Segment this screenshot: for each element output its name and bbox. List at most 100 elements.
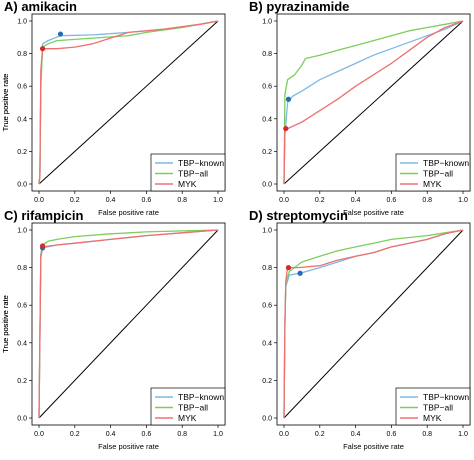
y-tick-label: 0.2 (262, 149, 272, 156)
plot-frame (31, 222, 226, 426)
panel-3: C) rifampicin 0.0 0.2 0.4 0.6 0.8 1.0 0.0 0.2 0.4… (1, 208, 226, 451)
roc-line-myk (38, 229, 219, 419)
x-tick-label: 0.8 (422, 431, 432, 438)
marker-point-myk (283, 125, 289, 132)
legend-box (150, 153, 226, 192)
y-tick-label: 0.6 (17, 84, 27, 91)
y-tick-label: 0.0 (262, 182, 272, 189)
plot-frame (276, 222, 471, 426)
x-tick-label: 0.4 (351, 431, 361, 438)
legend-box (395, 153, 471, 192)
y-tick-label: 0.6 (262, 84, 272, 91)
y-tick-label: 0.2 (17, 378, 27, 385)
x-tick-label: 0.4 (106, 431, 116, 438)
y-tick-label: 0.2 (17, 149, 27, 156)
legend-label: MYK (178, 179, 197, 189)
panel-title: D) streptomycin (249, 208, 348, 223)
y-tick-label: 0.4 (262, 340, 272, 347)
diagonal-reference-line (283, 20, 464, 185)
y-tick-label: 1.0 (17, 228, 27, 235)
x-tick-label: 0.8 (177, 197, 187, 204)
roc-line-myk (283, 229, 464, 419)
y-tick-label: 0.8 (262, 265, 272, 272)
marker-point-myk (39, 243, 46, 249)
legend-box (395, 387, 471, 426)
y-tick-label: 0.8 (262, 51, 272, 58)
x-tick-label: 1.0 (458, 431, 468, 438)
legend-label: TBP−known (423, 392, 469, 402)
x-tick-label: 0.4 (351, 197, 361, 204)
legend-box (150, 387, 226, 426)
y-tick-label: 0.8 (17, 265, 27, 272)
y-tick-label: 0.4 (17, 340, 27, 347)
diagonal-reference-line (283, 229, 464, 419)
y-tick-label: 0.4 (262, 116, 272, 123)
y-tick-label: 0.0 (17, 182, 27, 189)
panel-title: A) amikacin (4, 0, 77, 14)
x-tick-label: 1.0 (213, 431, 223, 438)
marker-point-myk (285, 265, 292, 271)
legend-label: MYK (423, 413, 442, 423)
x-tick-label: 0.6 (387, 431, 397, 438)
marker-point-tbpknown (57, 31, 64, 37)
y-tick-label: 1.0 (262, 228, 272, 235)
x-tick-label: 0.4 (106, 197, 116, 204)
x-axis-label: False positive rate (343, 442, 404, 451)
panel-1: A) amikacin 0.0 0.2 0.4 0.6 0.8 1.0 0.0 0.2 0.4 0.… (1, 0, 226, 217)
x-tick-label: 0.2 (70, 197, 80, 204)
roc-line-tbpall (283, 20, 464, 185)
y-tick-label: 1.0 (262, 19, 272, 26)
panel-title: C) rifampicin (4, 208, 84, 223)
plot-frame (31, 13, 226, 192)
x-axis-label: False positive rate (98, 442, 159, 451)
y-tick-label: 0.2 (262, 378, 272, 385)
panel-4: D) streptomycin 0.0 0.2 0.4 0.6 0.8 1.0 0.0 0.2 0… (1, 208, 471, 451)
y-tick-label: 1.0 (17, 19, 27, 26)
marker-point-tbpknown (297, 270, 303, 276)
x-tick-label: 1.0 (213, 197, 223, 204)
legend-label: TBP−all (178, 403, 208, 413)
legend-label: TBP−all (423, 169, 453, 179)
x-tick-label: 0.6 (142, 431, 152, 438)
legend-label: TBP−known (178, 392, 224, 402)
diagonal-reference-line (38, 229, 219, 419)
legend-label: TBP−all (178, 169, 208, 179)
x-tick-label: 0.6 (142, 197, 152, 204)
panel-2: B) pyrazinamide 0.0 0.2 0.4 0.6 0.8 1.0 0.0 0.2 0… (1, 0, 471, 217)
x-axis-label: False positive rate (98, 208, 159, 217)
roc-line-myk (38, 20, 219, 185)
x-tick-label: 0.2 (315, 197, 325, 204)
x-tick-label: 0.0 (34, 431, 44, 438)
y-tick-label: 0.0 (17, 416, 27, 423)
y-axis-label: True positive rate (1, 74, 10, 132)
x-axis-label: False positive rate (343, 208, 404, 217)
y-axis-label: True positive rate (1, 295, 10, 353)
plot-frame (276, 13, 471, 192)
x-tick-label: 0.6 (387, 197, 397, 204)
x-tick-label: 0.2 (70, 431, 80, 438)
x-tick-label: 1.0 (458, 197, 468, 204)
legend-label: MYK (178, 413, 197, 423)
x-tick-label: 0.0 (279, 431, 289, 438)
x-tick-label: 0.2 (315, 431, 325, 438)
y-tick-label: 0.4 (17, 116, 27, 123)
x-tick-label: 0.0 (34, 197, 44, 204)
x-tick-label: 0.8 (422, 197, 432, 204)
marker-point-tbpknown (285, 96, 292, 102)
marker-point-myk (39, 46, 46, 52)
y-tick-label: 0.8 (17, 51, 27, 58)
panel-title: B) pyrazinamide (249, 0, 349, 14)
diagonal-reference-line (38, 20, 219, 185)
legend-label: TBP−known (423, 158, 469, 168)
legend-label: TBP−known (178, 158, 224, 168)
y-tick-label: 0.0 (262, 416, 272, 423)
y-axis-label: True positive rate (1, 74, 10, 132)
y-axis-label: True positive rate (1, 295, 10, 353)
y-tick-label: 0.6 (17, 303, 27, 310)
legend-label: MYK (423, 179, 442, 189)
x-tick-label: 0.8 (177, 431, 187, 438)
legend-label: TBP−all (423, 403, 453, 413)
y-tick-label: 0.6 (262, 303, 272, 310)
x-tick-label: 0.0 (279, 197, 289, 204)
